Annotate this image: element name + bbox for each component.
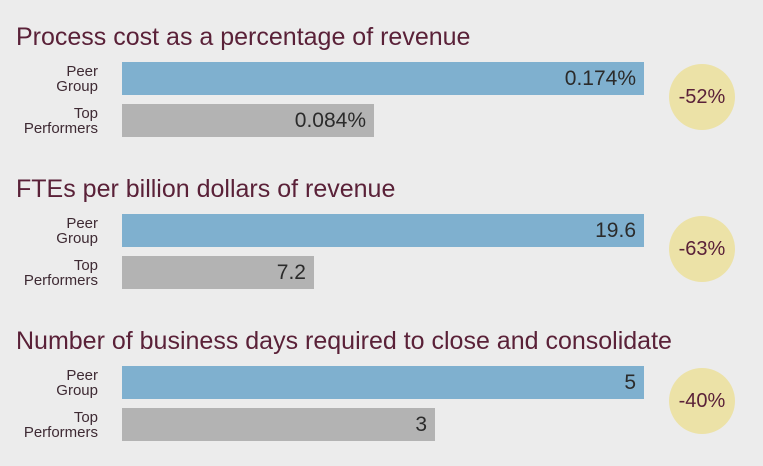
peer-label-line2: Group xyxy=(56,230,98,247)
top-label-line1: Top xyxy=(73,257,98,274)
bar-peer-group: 0.174% xyxy=(122,62,644,95)
bar-top-performers: 3 xyxy=(122,408,435,441)
top-label-line2: Performers xyxy=(23,120,98,137)
chart-title: Number of business days required to clos… xyxy=(16,327,672,355)
top-performers-label: Top Performers xyxy=(0,410,98,440)
peer-label-line1: Peer xyxy=(66,367,98,384)
peer-group-label: Peer Group xyxy=(0,368,98,398)
bar-peer-group: 5 xyxy=(122,366,644,399)
peer-label-line2: Group xyxy=(56,78,98,95)
bar-peer-group: 19.6 xyxy=(122,214,644,247)
data-label: 5 xyxy=(624,371,636,394)
peer-label-line2: Group xyxy=(56,382,98,399)
chart-title: Process cost as a percentage of revenue xyxy=(16,23,471,51)
data-label: 19.6 xyxy=(595,219,636,242)
top-label-line1: Top xyxy=(73,409,98,426)
bar-top-performers: 7.2 xyxy=(122,256,314,289)
data-label: 0.174% xyxy=(564,67,636,90)
data-label: 0.084% xyxy=(294,109,366,132)
change-badge: -52% xyxy=(669,64,735,130)
top-label-line2: Performers xyxy=(23,272,98,289)
top-performers-label: Top Performers xyxy=(0,258,98,288)
data-label: 3 xyxy=(415,413,427,436)
peer-group-label: Peer Group xyxy=(0,64,98,94)
data-label: 7.2 xyxy=(276,261,306,284)
chart-title: FTEs per billion dollars of revenue xyxy=(16,175,396,203)
chart-panel-3: Number of business days required to clos… xyxy=(0,326,763,456)
change-badge: -40% xyxy=(669,368,735,434)
chart-panel-2: FTEs per billion dollars of revenue Peer… xyxy=(0,174,763,304)
bar-top-performers: 0.084% xyxy=(122,104,374,137)
top-performers-label: Top Performers xyxy=(0,106,98,136)
peer-label-line1: Peer xyxy=(66,63,98,80)
peer-label-line1: Peer xyxy=(66,215,98,232)
change-badge: -63% xyxy=(669,216,735,282)
top-label-line1: Top xyxy=(73,105,98,122)
top-label-line2: Performers xyxy=(23,424,98,441)
chart-panel-1: Process cost as a percentage of revenue … xyxy=(0,22,763,152)
peer-group-label: Peer Group xyxy=(0,216,98,246)
